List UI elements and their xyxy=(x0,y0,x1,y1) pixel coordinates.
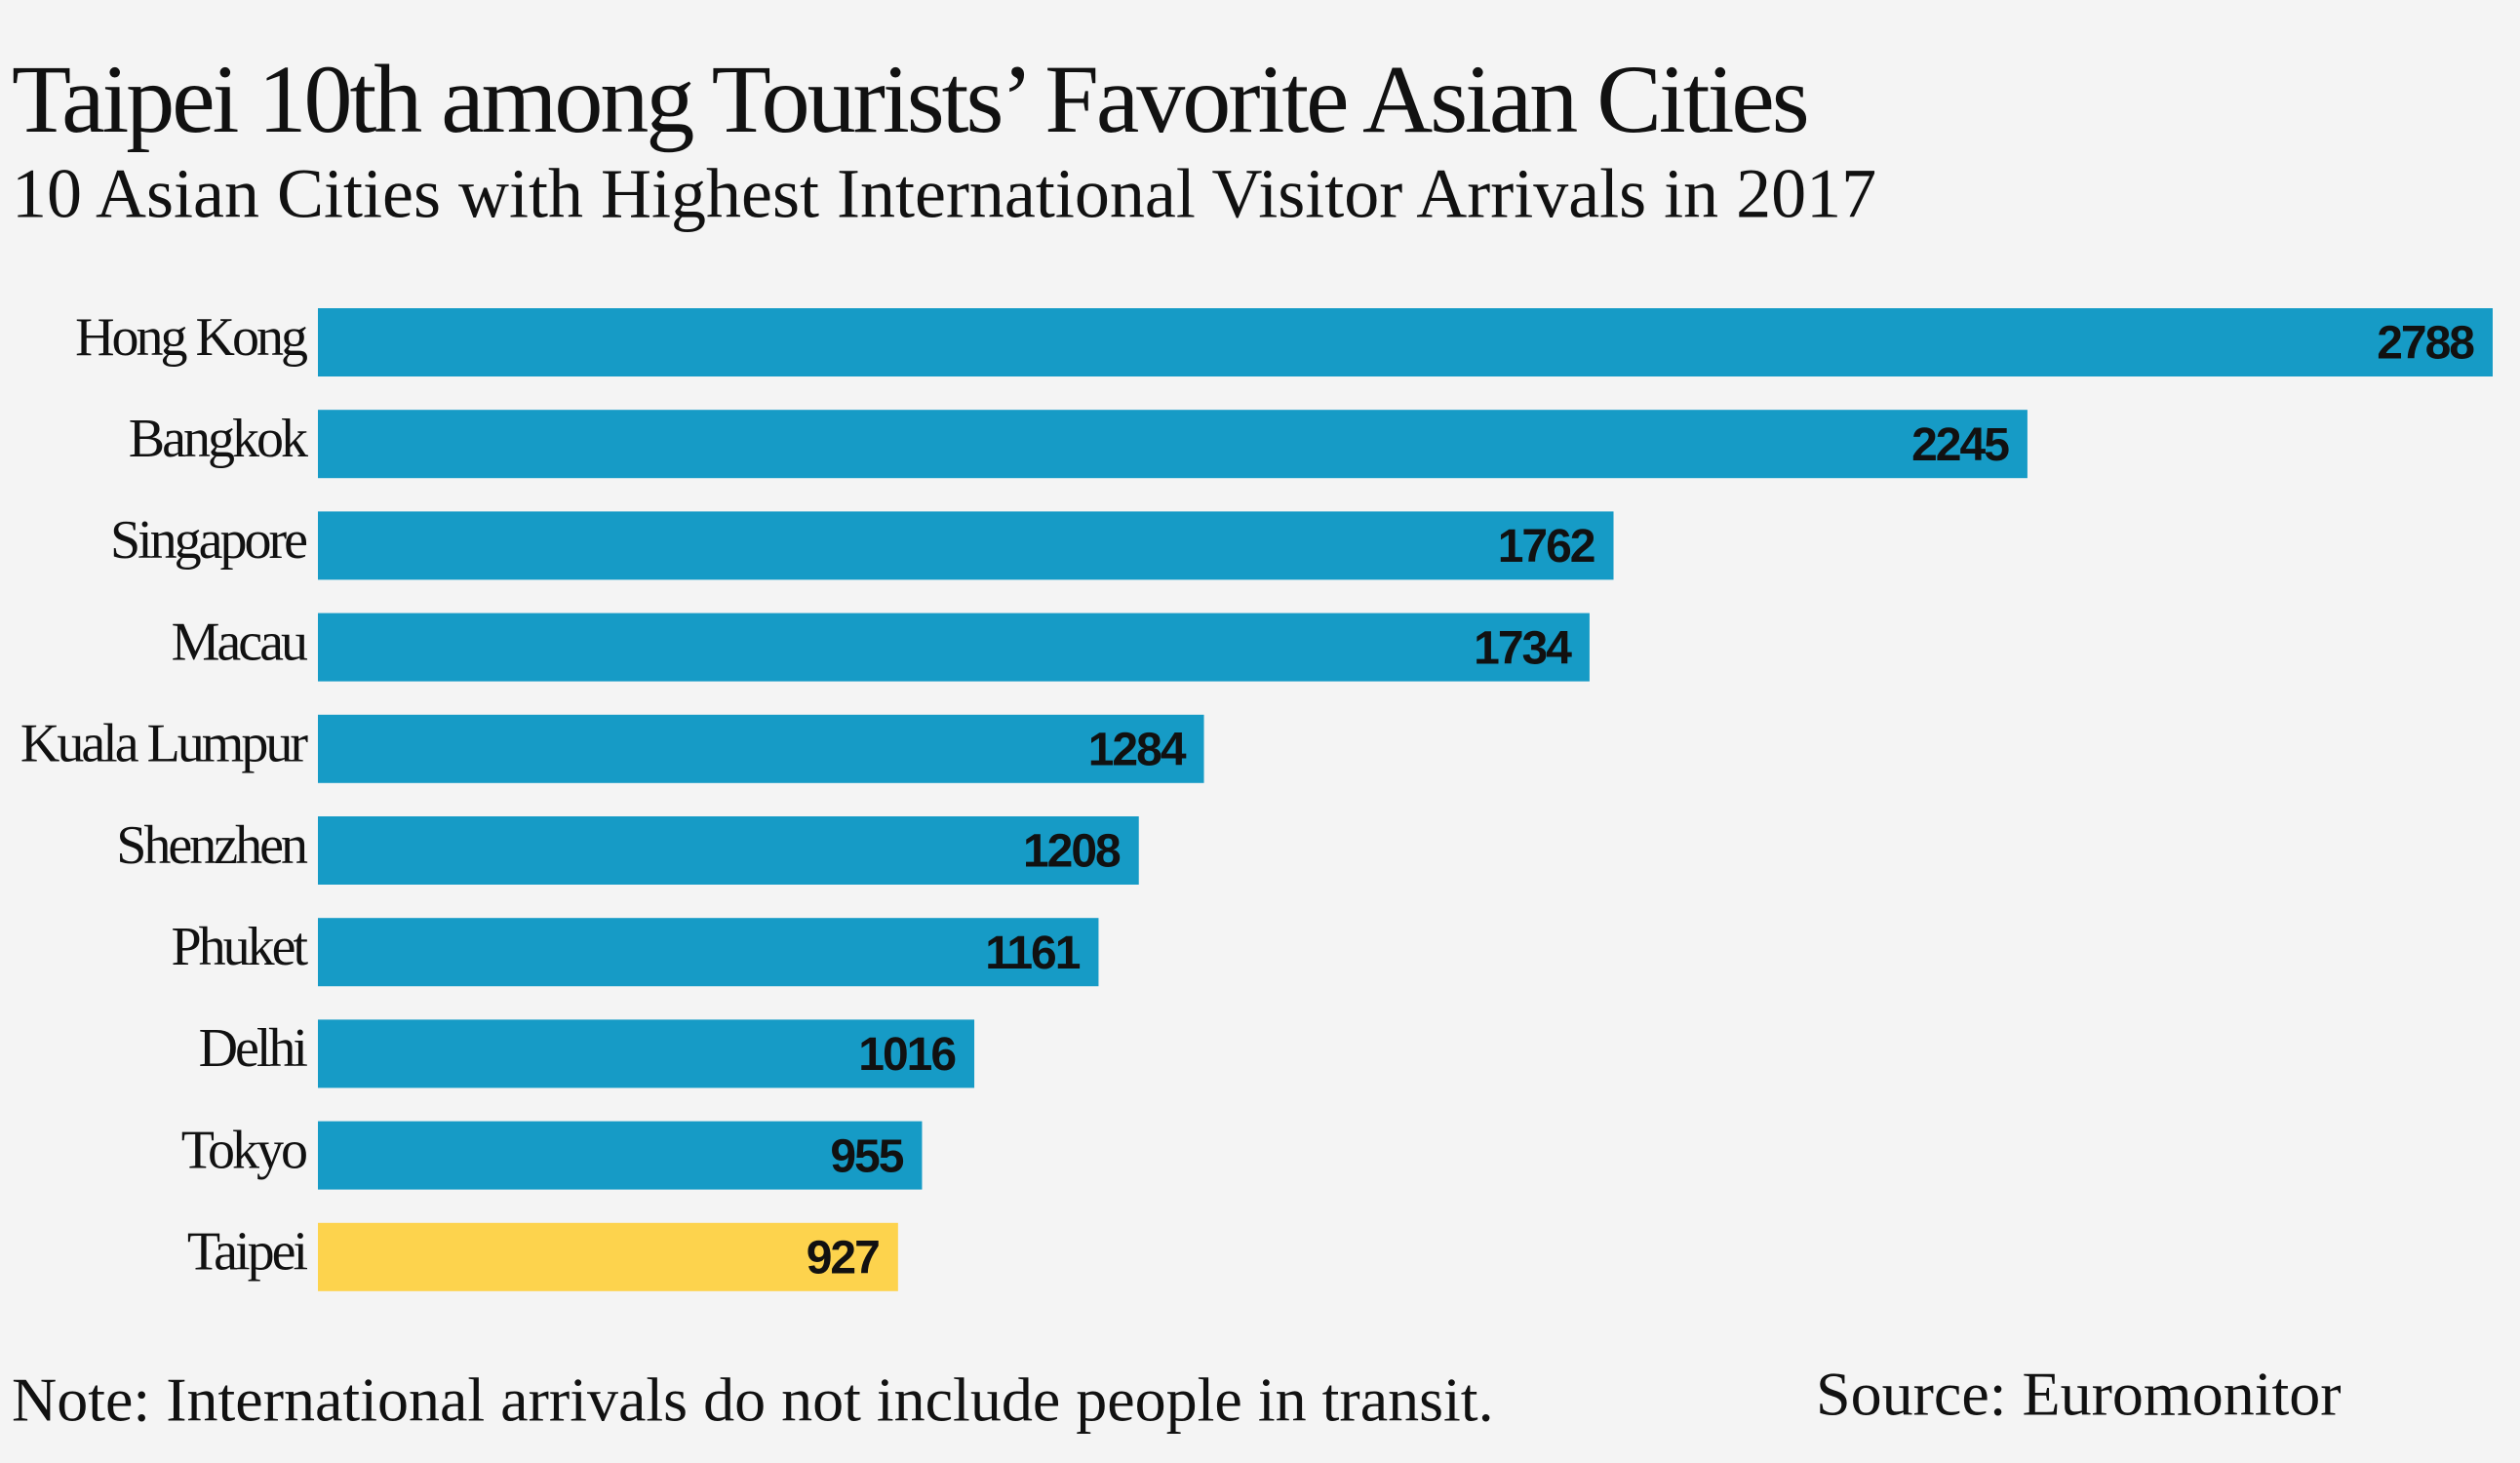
bar xyxy=(318,410,2028,479)
bar xyxy=(318,714,1204,783)
value-label: 1734 xyxy=(1474,622,1572,674)
value-label: 1208 xyxy=(1023,826,1121,878)
category-label: Shenzhen xyxy=(116,815,308,876)
value-label: 1161 xyxy=(985,928,1080,979)
value-label: 1284 xyxy=(1088,724,1187,775)
bar xyxy=(318,613,1590,682)
chart-title: Taipei 10th among Tourists’ Favorite Asi… xyxy=(12,45,1807,153)
category-label: Kuala Lumpur xyxy=(20,714,308,774)
value-label: 927 xyxy=(807,1232,879,1284)
category-label: Bangkok xyxy=(129,409,308,469)
category-label: Phuket xyxy=(171,917,308,977)
bar xyxy=(318,511,1614,580)
category-label: Tokyo xyxy=(181,1120,306,1180)
category-label: Taipei xyxy=(187,1222,308,1283)
bar xyxy=(318,816,1139,885)
value-label: 2245 xyxy=(1911,419,2009,471)
source: Source: Euromonitor xyxy=(1816,1360,2342,1429)
chart-subtitle: 10 Asian Cities with Highest Internation… xyxy=(12,155,1876,233)
value-label: 955 xyxy=(830,1130,903,1182)
value-label: 1016 xyxy=(858,1029,955,1081)
bar xyxy=(318,1121,923,1190)
value-label: 2788 xyxy=(2377,318,2474,370)
bar xyxy=(318,1222,898,1291)
bar xyxy=(318,918,1099,987)
category-label: Hong Kong xyxy=(75,307,307,368)
bar xyxy=(318,308,2493,376)
category-label: Macau xyxy=(172,612,308,672)
category-label: Singapore xyxy=(110,510,306,571)
value-label: 1762 xyxy=(1498,521,1595,573)
category-label: Delhi xyxy=(199,1018,308,1079)
note: Note: International arrivals do not incl… xyxy=(12,1365,1494,1435)
bar xyxy=(318,1019,975,1088)
